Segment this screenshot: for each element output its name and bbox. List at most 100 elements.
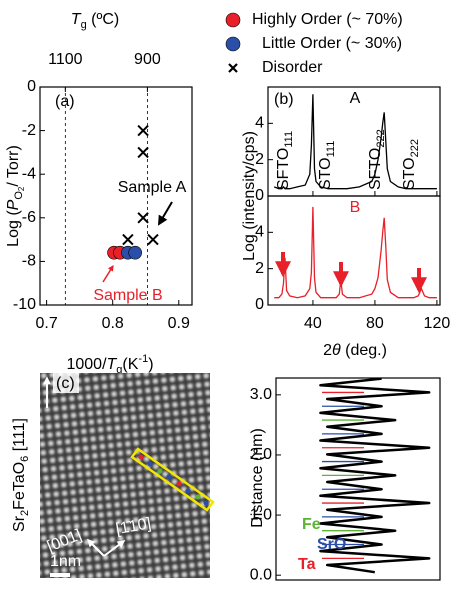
y-tick-label: 2.0 bbox=[250, 446, 272, 463]
y-tick-label: -8 bbox=[22, 253, 36, 270]
label-part: -1 bbox=[138, 353, 148, 365]
label-part: (ºC) bbox=[87, 11, 120, 28]
legend-label: Little Order (~ 30%) bbox=[262, 35, 402, 52]
x-tick-label: 0.9 bbox=[168, 315, 190, 332]
side-label: Sr2FeTaO6 [111] bbox=[11, 418, 31, 532]
label-part: 6 bbox=[19, 456, 31, 462]
y-tick-label: 0 bbox=[255, 187, 264, 204]
label-part: g bbox=[81, 19, 87, 31]
label-part: ) bbox=[148, 356, 153, 373]
label-part: 1000/ bbox=[66, 356, 107, 373]
label-part: SFTO bbox=[275, 148, 292, 190]
profile-line bbox=[319, 377, 431, 574]
series-label: B bbox=[350, 199, 361, 216]
data-point bbox=[137, 212, 149, 224]
atom-dots bbox=[138, 454, 209, 506]
plot-frame bbox=[39, 86, 193, 306]
label-part: T bbox=[71, 11, 82, 28]
data-point bbox=[147, 233, 159, 246]
label-part: STO bbox=[401, 157, 418, 190]
y-tick-label: 2 bbox=[255, 151, 264, 168]
panel-label: (a) bbox=[55, 93, 75, 110]
label-part: P bbox=[5, 199, 22, 210]
y-tick-label: 2 bbox=[255, 260, 264, 277]
label-part: Log ( bbox=[5, 210, 22, 247]
label-part: 2 bbox=[19, 510, 31, 516]
scale-bar bbox=[50, 573, 70, 577]
label-part: 111 bbox=[283, 131, 295, 148]
legend-marker bbox=[225, 12, 241, 28]
y-tick-label: 3.0 bbox=[250, 386, 272, 403]
annotation: Sample B bbox=[93, 287, 162, 304]
label-part: g bbox=[116, 364, 122, 376]
direction-arrow bbox=[103, 540, 126, 557]
label-part: 111 bbox=[325, 141, 337, 158]
y-axis-label: Log (intensity/cps) bbox=[241, 131, 258, 261]
spectrum-line bbox=[274, 206, 437, 299]
direction-arrow bbox=[86, 538, 105, 557]
data-point bbox=[122, 233, 134, 246]
peak-label: STO222 bbox=[401, 139, 421, 190]
y-tick-label: -4 bbox=[22, 165, 36, 182]
y-tick-label: -2 bbox=[22, 122, 36, 139]
x-axis-label: 1000/Tg(K-1) bbox=[66, 353, 153, 376]
plot-frame bbox=[275, 377, 441, 581]
x-tick-label: 80 bbox=[366, 315, 384, 332]
label-part: T bbox=[107, 356, 118, 373]
legend-label: Fe bbox=[302, 516, 321, 533]
label-part: Sr bbox=[11, 515, 28, 532]
y-tick-label: 4 bbox=[255, 224, 264, 241]
label-part: 2 bbox=[17, 186, 26, 191]
legend-marker bbox=[225, 36, 241, 52]
y-tick-label: 0.0 bbox=[250, 566, 272, 583]
highlight-box bbox=[130, 447, 215, 512]
annotation-arrow bbox=[157, 201, 173, 226]
legend-label: Highly Order (~ 70%) bbox=[252, 11, 403, 28]
y-tick-label: -6 bbox=[22, 209, 36, 226]
y-tick-label: 4 bbox=[255, 115, 264, 132]
direction-label: [1̄10] bbox=[114, 515, 152, 538]
scale-bar-label: 1nm bbox=[50, 553, 81, 570]
panel-label: (c) bbox=[56, 375, 75, 392]
label-box bbox=[53, 373, 79, 393]
legend-label: SrO bbox=[317, 536, 346, 553]
y-axis-label: Log (PO2/ Torr) bbox=[5, 145, 26, 247]
label-part: θ bbox=[332, 342, 341, 359]
plot-frame bbox=[267, 195, 441, 306]
top-axis-label: Tg (ºC) bbox=[71, 11, 119, 31]
data-point bbox=[128, 245, 142, 260]
label-part: STO bbox=[317, 157, 334, 190]
x2-tick-label: 900 bbox=[134, 51, 161, 68]
label-part: (K bbox=[122, 356, 138, 373]
y-tick-label: 1.0 bbox=[250, 506, 272, 523]
x-tick-label: 40 bbox=[304, 315, 322, 332]
x-tick-label: 0.7 bbox=[35, 315, 57, 332]
legend-label: Ta bbox=[298, 556, 316, 573]
x2-tick-label: 1100 bbox=[48, 51, 83, 68]
label-part: / Torr) bbox=[5, 145, 22, 186]
label-part: [111] bbox=[11, 418, 28, 456]
annotation-arrow bbox=[102, 264, 114, 283]
peak-label: STO111 bbox=[317, 141, 337, 190]
y-axis-label: Distance (nm) bbox=[249, 428, 266, 528]
peak-label: SFTO222 bbox=[367, 129, 387, 190]
data-point bbox=[137, 146, 149, 159]
x-tick-label: 0.8 bbox=[102, 315, 124, 332]
peak-label: SFTO111 bbox=[275, 131, 295, 190]
data-point bbox=[137, 124, 149, 137]
y-tick-label: 0 bbox=[27, 78, 36, 95]
annotation: Sample A bbox=[118, 179, 187, 196]
y-tick-label: -10 bbox=[13, 296, 36, 313]
legend-label: Disorder bbox=[262, 59, 323, 76]
x-tick-label: 120 bbox=[424, 315, 451, 332]
label-part: 222 bbox=[409, 139, 421, 157]
y-tick-label: 0 bbox=[255, 296, 264, 313]
label-part: FeTaO bbox=[11, 462, 28, 510]
series-label: A bbox=[350, 90, 361, 107]
label-part: O bbox=[13, 191, 25, 200]
legend-marker bbox=[228, 63, 238, 73]
label-part: (deg.) bbox=[341, 342, 387, 359]
label-part: 2 bbox=[323, 342, 332, 359]
x-axis-label: 2θ (deg.) bbox=[323, 342, 387, 359]
